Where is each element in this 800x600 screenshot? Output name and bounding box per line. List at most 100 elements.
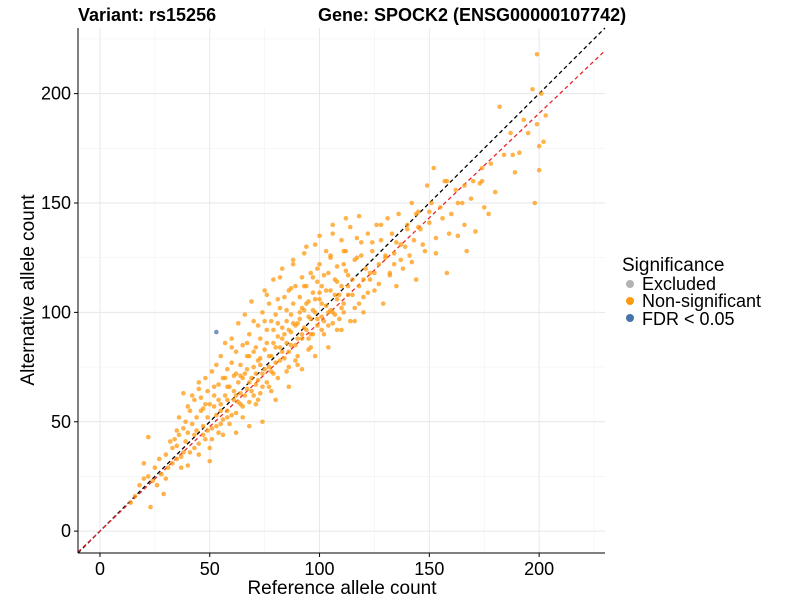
data-point-non-significant (165, 465, 171, 470)
data-point-non-significant (200, 423, 206, 429)
data-point-non-significant (214, 362, 219, 368)
data-point-non-significant (323, 288, 329, 293)
data-point-non-significant (433, 251, 439, 256)
data-point-non-significant (394, 283, 399, 289)
data-point-non-significant (356, 301, 362, 306)
data-point-non-significant (286, 349, 292, 355)
data-point-non-significant (293, 342, 298, 348)
data-point-non-significant (266, 301, 272, 306)
data-point-non-significant (156, 456, 162, 462)
data-point-non-significant (517, 150, 522, 155)
data-point-non-significant (282, 331, 287, 337)
data-point-non-significant (211, 384, 217, 390)
data-point-non-significant (508, 130, 513, 136)
x-tick-label: 150 (414, 559, 444, 579)
x-tick-label: 50 (200, 559, 220, 579)
data-point-non-significant (231, 397, 237, 403)
data-point-non-significant (284, 307, 289, 313)
data-point-non-significant (369, 240, 375, 245)
data-point-non-significant (429, 200, 434, 206)
data-point-non-significant (334, 279, 340, 285)
data-point-non-significant (216, 430, 221, 435)
data-point-non-significant (203, 401, 208, 407)
data-point-non-significant (293, 323, 298, 328)
data-point-non-significant (253, 371, 259, 376)
data-point-non-significant (216, 382, 221, 387)
data-point-non-significant (301, 283, 307, 289)
data-point-non-significant (398, 257, 404, 263)
data-point-non-significant (229, 412, 235, 418)
data-point-non-significant (345, 292, 351, 298)
data-point-non-significant (207, 458, 213, 464)
data-point-non-significant (161, 491, 166, 497)
legend-swatch-excluded (626, 280, 634, 288)
reference-line-fit (77, 50, 606, 553)
data-point-non-significant (321, 331, 327, 337)
data-point-non-significant (286, 384, 292, 390)
data-point-non-significant (264, 380, 270, 385)
data-point-non-significant (378, 237, 384, 243)
data-point-non-significant (317, 261, 322, 267)
data-point-non-significant (290, 257, 296, 263)
data-point-non-significant (246, 399, 252, 405)
data-point-non-significant (255, 397, 261, 403)
data-point-non-significant (468, 196, 474, 201)
data-point-non-significant (271, 340, 276, 346)
data-point-non-significant (255, 377, 261, 383)
data-point-non-significant (409, 259, 415, 265)
data-point-non-significant (372, 270, 377, 276)
data-point-non-significant (365, 290, 371, 295)
data-point-non-significant (218, 421, 224, 427)
data-point-non-significant (260, 310, 265, 315)
data-point-non-significant (240, 375, 245, 381)
data-point-non-significant (128, 500, 133, 505)
data-point-non-significant (141, 476, 147, 481)
reference-line-identity (77, 27, 606, 554)
data-point-non-significant (536, 143, 542, 149)
data-point-non-significant (198, 395, 204, 400)
data-point-non-significant (365, 231, 371, 236)
data-point-non-significant (431, 165, 437, 171)
data-point-non-significant (444, 178, 450, 184)
data-point-non-significant (334, 264, 340, 269)
data-point-non-significant (282, 294, 287, 300)
data-point-non-significant (350, 292, 355, 298)
data-point-non-significant (246, 423, 252, 429)
data-point-non-significant (207, 445, 213, 451)
data-point-non-significant (297, 310, 303, 315)
data-point-non-significant (339, 327, 344, 333)
data-point-non-significant (330, 321, 336, 326)
data-point-non-significant (262, 288, 267, 293)
y-tick-label: 0 (61, 521, 71, 541)
data-point-non-significant (389, 231, 395, 236)
data-point-non-significant (284, 369, 289, 374)
data-point-non-significant (244, 386, 250, 392)
data-point-non-significant (317, 290, 322, 295)
legend: Significance Excluded Non-significant FD… (622, 255, 761, 329)
data-point-non-significant (319, 283, 325, 289)
data-point-non-significant (268, 388, 274, 394)
data-point-non-significant (268, 318, 274, 324)
y-tick-label: 200 (41, 84, 71, 104)
data-point-non-significant (297, 316, 303, 322)
data-point-non-significant (268, 353, 274, 359)
data-point-non-significant (315, 323, 320, 328)
data-point-non-significant (321, 318, 327, 324)
data-point-non-significant (486, 211, 491, 217)
data-point-non-significant (273, 345, 278, 350)
legend-label-excluded: Excluded (642, 274, 716, 294)
data-point-non-significant (543, 113, 549, 118)
data-point-non-significant (479, 165, 485, 171)
data-point-non-significant (205, 428, 210, 433)
data-point-non-significant (238, 401, 243, 407)
data-point-non-significant (260, 384, 265, 390)
data-point-non-significant (323, 303, 329, 309)
data-point-non-significant (290, 301, 296, 306)
data-point-non-significant (279, 325, 285, 330)
data-point-non-significant (176, 415, 182, 420)
data-point-non-significant (203, 375, 208, 381)
data-point-non-significant (218, 401, 224, 407)
data-point-non-significant (427, 209, 432, 215)
x-tick-label: 0 (95, 559, 105, 579)
data-point-non-significant (462, 222, 467, 228)
